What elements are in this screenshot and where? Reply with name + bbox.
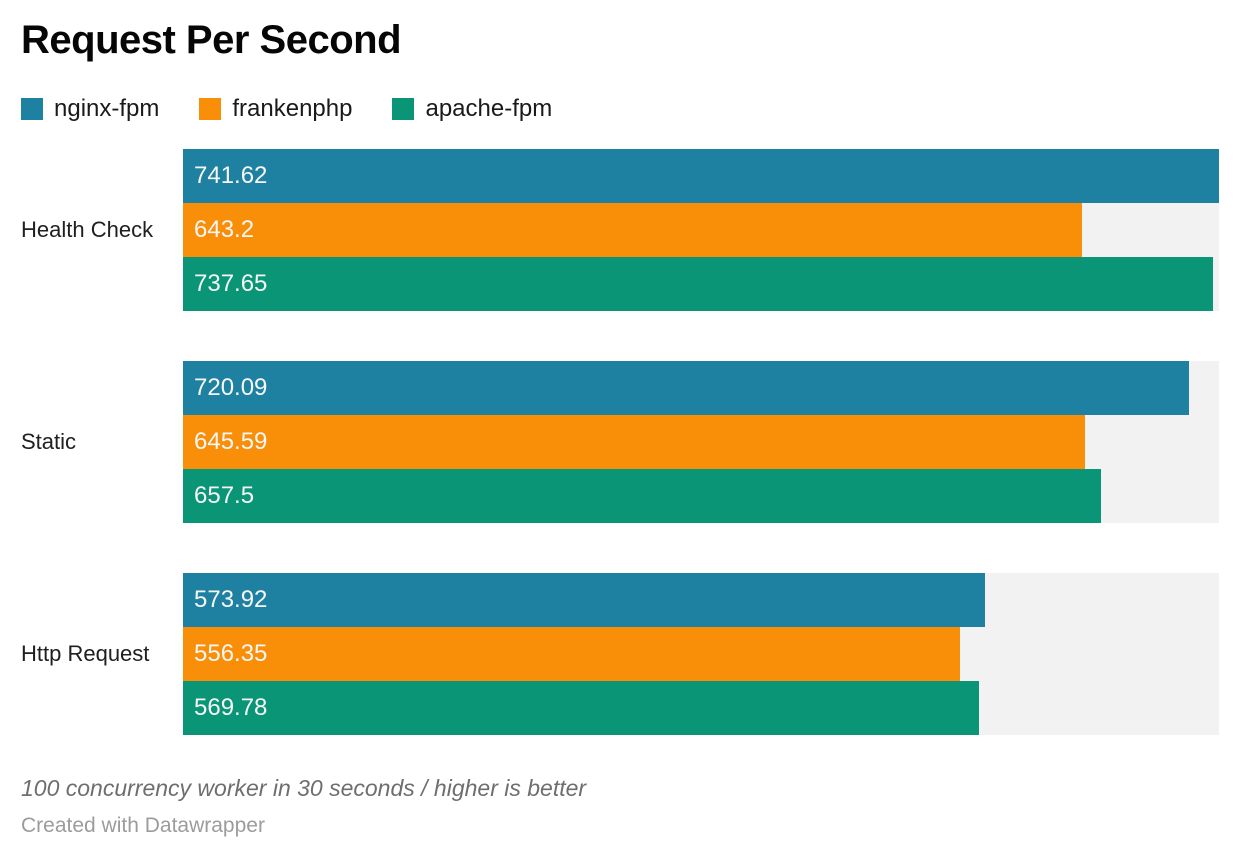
bar-value-label: 737.65 <box>194 270 268 297</box>
chart-byline: Created with Datawrapper <box>21 814 265 837</box>
legend-label: apache-fpm <box>425 95 553 122</box>
category-label: Health Check <box>21 217 154 242</box>
bar-nginx-fpm: 720.09 <box>183 361 1189 415</box>
legend-label: frankenphp <box>232 95 353 122</box>
bar-apache-fpm: 569.78 <box>183 681 979 735</box>
bar-track: 573.92 556.35 569.78 <box>183 573 1219 735</box>
bar-groups: Health Check 741.62 643.2 737.65 Static 720.0… <box>21 149 1219 735</box>
chart-title: Request Per Second <box>21 18 402 62</box>
bar-value-label: 573.92 <box>194 586 268 613</box>
bar-value-label: 657.5 <box>194 482 255 509</box>
bar-group-http-request: Http Request 573.92 556.35 569.78 <box>21 573 1219 735</box>
bar-value-label: 643.2 <box>194 216 255 243</box>
legend-swatch-icon <box>392 98 415 120</box>
legend-item-apache-fpm: apache-fpm <box>392 95 552 123</box>
bar-value-label: 741.62 <box>194 162 268 189</box>
chart-note: 100 concurrency worker in 30 seconds / h… <box>21 775 587 801</box>
legend-item-nginx-fpm: nginx-fpm <box>21 95 159 123</box>
bar-apache-fpm: 657.5 <box>183 469 1102 523</box>
bar-track: 741.62 643.2 737.65 <box>183 149 1219 311</box>
bar-apache-fpm: 737.65 <box>183 257 1214 311</box>
category-label: Http Request <box>21 641 150 666</box>
bar-value-label: 556.35 <box>194 640 268 667</box>
bar-frankenphp: 556.35 <box>183 627 961 681</box>
bar-value-label: 645.59 <box>194 428 268 455</box>
legend: nginx-fpm frankenphp apache-fpm <box>21 95 552 123</box>
bar-nginx-fpm: 573.92 <box>183 573 985 627</box>
bar-group-health-check: Health Check 741.62 643.2 737.65 <box>21 149 1219 311</box>
bar-frankenphp: 645.59 <box>183 415 1085 469</box>
bar-value-label: 569.78 <box>194 694 268 721</box>
bar-frankenphp: 643.2 <box>183 203 1082 257</box>
bar-chart: Health Check 741.62 643.2 737.65 Static 720.0… <box>21 149 1219 735</box>
legend-label: nginx-fpm <box>54 95 160 122</box>
legend-item-frankenphp: frankenphp <box>199 95 352 123</box>
legend-swatch-icon <box>21 98 43 120</box>
bar-track: 720.09 645.59 657.5 <box>183 361 1219 523</box>
category-label: Static <box>21 429 77 454</box>
bar-nginx-fpm: 741.62 <box>183 149 1219 203</box>
bar-group-static: Static 720.09 645.59 657.5 <box>21 361 1219 523</box>
legend-swatch-icon <box>199 98 222 120</box>
bar-value-label: 720.09 <box>194 374 268 401</box>
